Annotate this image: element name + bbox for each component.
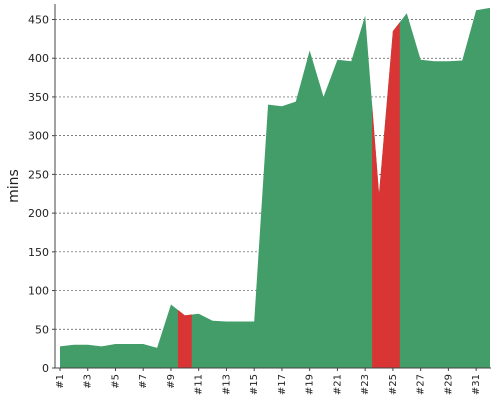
y-tick-label: 0 (42, 362, 49, 375)
x-tick-label: #1 (55, 374, 66, 389)
x-tick-label: #15 (249, 374, 260, 395)
x-tick-label: #11 (194, 374, 205, 395)
y-tick-label: 400 (28, 52, 49, 65)
x-tick-label: #13 (221, 374, 232, 395)
y-tick-label: 450 (28, 13, 49, 26)
x-tick-label: #21 (332, 374, 343, 395)
y-tick-label: 150 (28, 246, 49, 259)
x-tick-label: #23 (360, 374, 371, 395)
y-tick-label: 50 (35, 323, 49, 336)
y-tick-label: 200 (28, 207, 49, 220)
y-tick-label: 250 (28, 168, 49, 181)
x-tick-label: #31 (471, 374, 482, 395)
x-tick-label: #27 (416, 374, 427, 395)
y-axis-label: mins (6, 169, 22, 203)
highlight-segment-2 (372, 22, 400, 368)
x-tick-label: #9 (166, 374, 177, 389)
y-tick-label: 350 (28, 91, 49, 104)
x-tick-label: #29 (443, 374, 454, 395)
series-area (60, 7, 490, 368)
x-tick-label: #17 (277, 374, 288, 395)
x-tick-label: #7 (138, 374, 149, 389)
highlight-segment-1 (177, 309, 192, 368)
x-tick-label: #25 (388, 374, 399, 395)
x-tick-label: #5 (110, 374, 121, 389)
y-tick-label: 300 (28, 130, 49, 143)
x-tick-label: #19 (305, 374, 316, 395)
y-tick-label: 100 (28, 285, 49, 298)
x-tick-label: #3 (83, 374, 94, 389)
